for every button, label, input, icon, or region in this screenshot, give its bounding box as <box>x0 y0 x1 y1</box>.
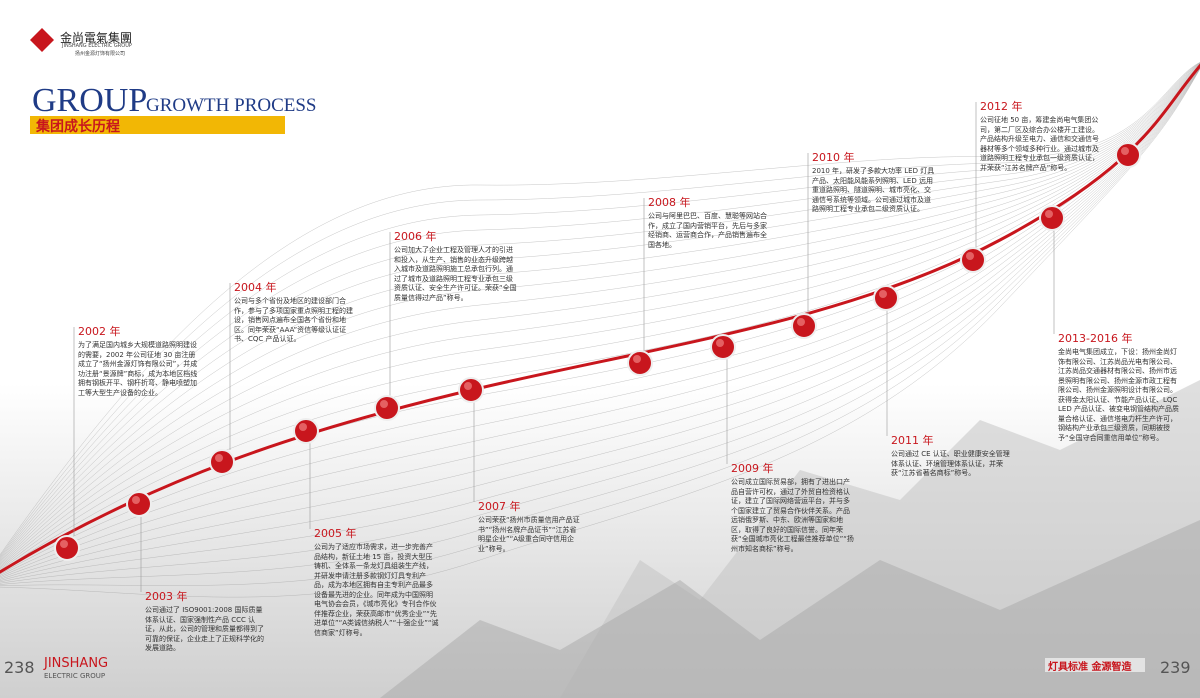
milestone-year: 2003 年 <box>145 590 188 603</box>
milestone: 2012 年公司征地 50 亩，筹建金尚电气集团公司，第二厂区及综合办公楼开工建… <box>980 98 1105 173</box>
dot-highlight <box>1045 210 1053 218</box>
dot-highlight <box>966 252 974 260</box>
fan-line <box>0 68 1200 587</box>
milestone-dot <box>293 418 319 444</box>
milestone-year: 2012 年 <box>980 100 1023 113</box>
milestone-dot <box>1115 142 1141 168</box>
title-bar <box>30 116 285 134</box>
milestone-dot <box>374 395 400 421</box>
milestone: 2013-2016 年金尚电气集团成立，下设：扬州金尚灯饰有限公司、江苏尚品光电… <box>1058 330 1183 443</box>
dot-highlight <box>1121 147 1129 155</box>
fan-line <box>0 62 1200 558</box>
milestone-text: 公司荣获“扬州市质量信用产品证书”“扬州名牌产品证书”“江苏省明星企业”“A级重… <box>478 516 580 553</box>
milestone-year: 2002 年 <box>78 325 121 338</box>
logo-mark <box>30 28 54 52</box>
milestone-dot <box>873 285 899 311</box>
fan-line <box>0 67 1200 583</box>
milestone: 2002 年为了满足国内城乡大规模道路照明建设的需要，2002 年公司征地 30… <box>78 323 198 398</box>
milestone: 2005 年公司为了适应市场需求，进一步完善产品结构，新征土地 15 亩，投资大… <box>314 525 439 638</box>
dot-highlight <box>299 423 307 431</box>
milestone-year: 2005 年 <box>314 527 357 540</box>
milestone-dot <box>710 334 736 360</box>
milestone-dot <box>458 377 484 403</box>
milestone-year: 2009 年 <box>731 462 774 475</box>
logo-name: 金尚電氣集團 <box>60 31 133 45</box>
milestone-text: 公司征地 50 亩，筹建金尚电气集团公司，第二厂区及综合办公楼开工建设。产品结构… <box>980 116 1099 172</box>
milestone: 2009 年公司成立国际贸易部，拥有了进出口产品自营许可权，通过了外贸自检资格认… <box>731 460 856 554</box>
milestone-year: 2010 年 <box>812 151 855 164</box>
milestone-text: 公司与阿里巴巴、百度、慧聪等网站合作，成立了国内营销平台，先后与多家经销商、运营… <box>648 212 767 249</box>
milestone: 2010 年 2010 年，研发了多款大功率 LED 灯具产品、太阳能风能系列照明… <box>812 149 937 215</box>
milestone-text: 公司加大了企业工程及管理人才的引进和投入，从生产、销售的业态升级跨越入城市及道路… <box>394 246 517 302</box>
mountain <box>380 520 1200 698</box>
slogan-bg <box>1045 658 1145 672</box>
title-sub: GROWTH PROCESS <box>146 95 317 116</box>
milestone-text: 公司通过了 ISO9001:2008 国际质量体系认证、国家强制性产品 CCC … <box>145 606 264 652</box>
milestone-year: 2004 年 <box>234 281 277 294</box>
milestone: 2011 年公司通过 CE 认证、职业健康安全管理体系认证、环境管理体系认证，并… <box>891 432 1016 479</box>
milestone-year: 2011 年 <box>891 434 934 447</box>
milestone-dot <box>791 313 817 339</box>
page-number: 238 <box>4 658 35 677</box>
milestone-text: 2010 年，研发了多款大功率 LED 灯具产品、太阳能风能系列照明、LED 远… <box>812 167 935 213</box>
milestone-dot <box>209 449 235 475</box>
dot-highlight <box>215 454 223 462</box>
fan-line <box>0 62 1200 560</box>
fan-line <box>0 62 1200 556</box>
milestone-year: 2008 年 <box>648 196 691 209</box>
page-number: 239 <box>1160 658 1191 677</box>
milestone-dot <box>54 535 80 561</box>
milestone-text: 公司通过 CE 认证、职业健康安全管理体系认证、环境管理体系认证，并荣获“江苏省… <box>891 450 1010 477</box>
fan-line <box>0 67 1200 584</box>
milestone-dot <box>627 350 653 376</box>
dot-highlight <box>464 382 472 390</box>
fan-line <box>0 68 1200 598</box>
dot-highlight <box>60 540 68 548</box>
milestone-text: 为了满足国内城乡大规模道路照明建设的需要，2002 年公司征地 30 亩注册成立… <box>78 341 198 397</box>
footer-sub: ELECTRIC GROUP <box>44 672 106 680</box>
milestone-year: 2013-2016 年 <box>1058 332 1133 345</box>
dot-highlight <box>879 290 887 298</box>
milestone-dot <box>1039 205 1065 231</box>
milestone: 2006 年公司加大了企业工程及管理人才的引进和投入，从生产、销售的业态升级跨越… <box>394 228 519 303</box>
milestone: 2003 年公司通过了 ISO9001:2008 国际质量体系认证、国家强制性产… <box>145 588 267 654</box>
milestone-dot <box>126 491 152 517</box>
dot-highlight <box>132 496 140 504</box>
milestone-year: 2006 年 <box>394 230 437 243</box>
logo-company: 扬州金源灯饰有限公司 <box>75 51 126 57</box>
milestone-text: 公司与多个省份及地区的建设部门合作，参与了多项国家重点照明工程的建设，销售网点遍… <box>234 297 353 343</box>
title-main: GROUP <box>32 82 148 119</box>
milestone-text: 公司为了适应市场需求，进一步完善产品结构，新征土地 15 亩，投资大型压铸机、全… <box>314 543 439 637</box>
milestone: 2008 年公司与阿里巴巴、百度、慧聪等网站合作，成立了国内营销平台，先后与多家… <box>648 194 770 250</box>
milestone-year: 2007 年 <box>478 500 521 513</box>
fan-line <box>0 63 1200 565</box>
milestone-dot <box>960 247 986 273</box>
fan-line <box>0 63 1200 561</box>
milestone: 2004 年公司与多个省份及地区的建设部门合作，参与了多项国家重点照明工程的建设… <box>234 279 356 345</box>
dot-highlight <box>716 339 724 347</box>
footer-brand: JINSHANG <box>44 656 109 671</box>
footer-slogan: 灯具标准 金源智造 <box>1048 662 1132 673</box>
dot-highlight <box>633 355 641 363</box>
milestone: 2007 年公司荣获“扬州市质量信用产品证书”“扬州名牌产品证书”“江苏省明星企… <box>478 498 583 554</box>
dot-highlight <box>380 400 388 408</box>
title-cn: 集团成长历程 <box>36 119 120 135</box>
fan-line <box>0 63 1200 562</box>
fan-line <box>0 62 1200 557</box>
milestone-text: 金尚电气集团成立，下设：扬州金尚灯饰有限公司、江苏尚品光电有限公司、江苏尚品交通… <box>1058 348 1179 442</box>
dot-highlight <box>797 318 805 326</box>
logo-en: JINSHANG ELECTRIC GROUP <box>62 43 132 49</box>
milestone-text: 公司成立国际贸易部，拥有了进出口产品自营许可权，通过了外贸自检资格认证，建立了国… <box>731 478 854 553</box>
